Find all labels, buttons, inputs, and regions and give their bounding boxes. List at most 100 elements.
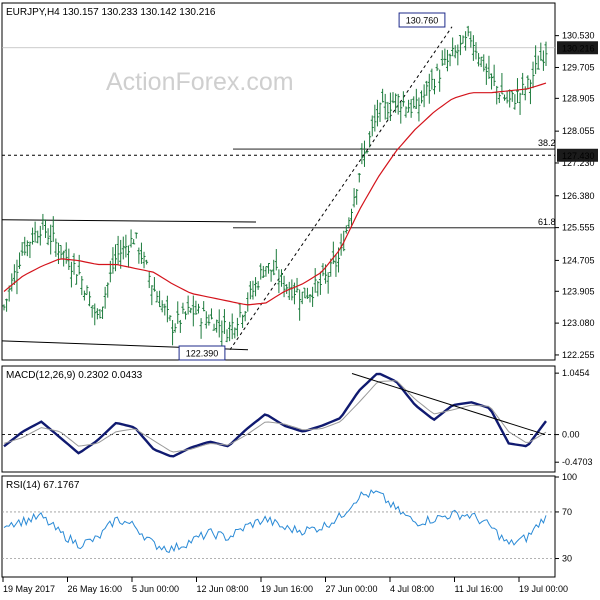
moving-average-line bbox=[3, 82, 547, 306]
price-bar bbox=[23, 236, 27, 256]
price-bar bbox=[49, 224, 53, 255]
price-bar bbox=[479, 56, 483, 68]
price-axis-label: 129.705 bbox=[562, 62, 595, 72]
price-bar bbox=[396, 93, 400, 115]
price-bar bbox=[243, 310, 247, 322]
price-bar bbox=[106, 282, 110, 298]
price-axis-label: 124.705 bbox=[562, 255, 595, 265]
price-bar bbox=[43, 219, 47, 238]
price-bar bbox=[248, 281, 252, 300]
price-bar bbox=[466, 25, 470, 37]
macd-signal-line bbox=[3, 380, 547, 453]
price-bar bbox=[46, 228, 50, 246]
fibonacci-label: 38.2 bbox=[538, 138, 556, 148]
price-bar bbox=[313, 268, 317, 293]
price-bar bbox=[362, 140, 366, 167]
price-bar bbox=[238, 302, 242, 318]
price-bar bbox=[241, 314, 245, 328]
price-bar bbox=[256, 281, 260, 290]
price-bar bbox=[544, 41, 548, 67]
price-bar bbox=[152, 277, 156, 292]
price-axis-label: 125.555 bbox=[562, 223, 595, 233]
time-axis-label: 5 Jun 00:00 bbox=[132, 584, 179, 594]
price-bar bbox=[145, 259, 149, 265]
price-bar bbox=[311, 286, 315, 307]
low-annotation-box bbox=[178, 345, 226, 361]
rsi-axis-label: 100 bbox=[562, 472, 577, 482]
price-bar bbox=[228, 321, 232, 342]
price-axis-label: 130.530 bbox=[562, 31, 595, 41]
price-bar bbox=[497, 93, 501, 104]
price-bar bbox=[116, 235, 120, 266]
price-header-values: 130.157 130.233 130.142 130.216 bbox=[63, 7, 216, 18]
price-bar bbox=[178, 319, 182, 333]
price-bar bbox=[453, 45, 457, 59]
price-bar bbox=[124, 234, 128, 258]
price-bar bbox=[521, 72, 525, 95]
price-bar bbox=[173, 323, 177, 333]
price-bar bbox=[401, 91, 405, 107]
price-bar bbox=[75, 274, 79, 285]
macd-panel bbox=[1, 365, 556, 473]
rsi-line bbox=[3, 489, 547, 554]
price-bar bbox=[373, 104, 377, 132]
price-bar bbox=[425, 80, 429, 96]
price-bar bbox=[500, 73, 504, 95]
price-bar bbox=[147, 270, 151, 289]
price-bar bbox=[64, 242, 68, 264]
price-bar bbox=[464, 31, 468, 51]
price-bar bbox=[541, 50, 545, 71]
price-bar bbox=[394, 93, 398, 113]
low-annotation: 122.390 bbox=[186, 349, 219, 359]
price-axis-label: 128.055 bbox=[562, 126, 595, 136]
price-bar bbox=[56, 242, 60, 264]
price-bar bbox=[477, 53, 481, 67]
macd-line bbox=[3, 372, 547, 458]
price-bar bbox=[82, 290, 86, 301]
rsi-axis-label: 70 bbox=[562, 507, 572, 517]
price-bar bbox=[490, 73, 494, 90]
price-bar bbox=[399, 101, 403, 124]
price-bar bbox=[85, 285, 89, 296]
price-bar bbox=[165, 295, 169, 323]
price-bar bbox=[316, 280, 320, 297]
price-bar bbox=[51, 216, 55, 242]
rsi-panel bbox=[1, 475, 556, 578]
price-bar bbox=[137, 247, 141, 264]
price-bar bbox=[445, 49, 449, 72]
price-bar bbox=[267, 263, 271, 274]
price-bar bbox=[409, 98, 413, 118]
price-axis-label: 122.255 bbox=[562, 350, 595, 360]
price-bar bbox=[212, 323, 216, 331]
price-bar bbox=[357, 173, 361, 183]
price-bar bbox=[261, 265, 265, 278]
price-bar bbox=[119, 239, 123, 269]
price-bar bbox=[531, 61, 535, 89]
price-bar bbox=[422, 84, 426, 108]
price-bar bbox=[515, 78, 519, 104]
swing-trend-line bbox=[229, 26, 453, 351]
price-bar bbox=[375, 99, 379, 127]
price-bar bbox=[505, 90, 509, 104]
price-bar bbox=[93, 303, 97, 326]
price-bar bbox=[176, 301, 180, 324]
price-bar bbox=[381, 88, 385, 103]
price-bar bbox=[326, 272, 330, 294]
price-bar bbox=[448, 53, 452, 67]
price-bar bbox=[355, 188, 359, 205]
price-bar bbox=[510, 91, 514, 102]
price-bar bbox=[230, 313, 234, 340]
price-bar bbox=[518, 92, 522, 115]
price-axis-label: 123.905 bbox=[562, 286, 595, 296]
price-bar bbox=[184, 311, 188, 320]
price-bar bbox=[438, 69, 442, 92]
price-axis-label: 126.380 bbox=[562, 191, 595, 201]
price-bar bbox=[427, 73, 431, 104]
price-bar bbox=[420, 90, 424, 104]
price-bar bbox=[160, 300, 164, 313]
price-bar bbox=[54, 238, 58, 257]
time-axis-label: 4 Jul 08:00 bbox=[390, 584, 434, 594]
price-bar bbox=[222, 309, 226, 334]
fibonacci-label: 61.8 bbox=[538, 217, 556, 227]
time-axis-label: 27 Jun 00:00 bbox=[326, 584, 378, 594]
